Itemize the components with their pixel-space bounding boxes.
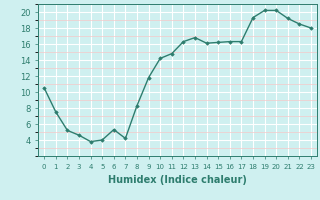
X-axis label: Humidex (Indice chaleur): Humidex (Indice chaleur)	[108, 175, 247, 185]
